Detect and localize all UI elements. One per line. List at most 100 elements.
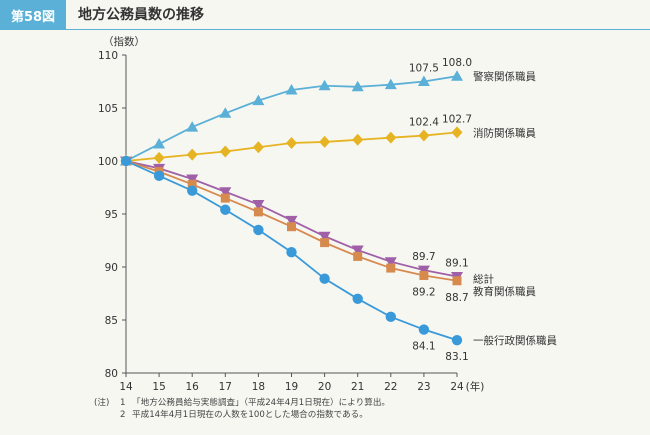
data-label: 83.1: [445, 351, 468, 363]
data-point: [386, 263, 396, 273]
x-tick-label: 19: [285, 381, 298, 393]
footnote-text: 「地方公務員給与実態調査」（平成24年4月1日現在）により算出。: [132, 398, 391, 408]
footnotes: (注) 1 「地方公務員給与実態調査」（平成24年4月1日現在）により算出。 2…: [94, 397, 390, 421]
data-point: [153, 138, 166, 149]
data-point: [451, 126, 463, 139]
legend-total: 総計: [473, 273, 494, 286]
y-tick-label: 90: [105, 262, 118, 274]
data-point: [219, 187, 232, 198]
data-point: [417, 75, 430, 86]
data-label: 107.5: [409, 63, 439, 75]
data-label: 108.0: [442, 57, 472, 69]
data-point: [384, 257, 397, 268]
data-point: [219, 145, 231, 158]
footnote-1: (注) 1 「地方公務員給与実態調査」（平成24年4月1日現在）により算出。: [94, 397, 390, 409]
y-tick-label: 85: [105, 315, 118, 327]
header-rule: [66, 29, 650, 30]
x-tick-label: 21: [351, 381, 364, 393]
y-tick-label: 105: [98, 103, 118, 115]
data-point: [319, 273, 330, 284]
data-point: [120, 155, 132, 167]
data-point: [252, 199, 265, 211]
data-label: 102.4: [409, 117, 439, 129]
data-point: [451, 70, 463, 81]
legend-police: 警察関係職員: [473, 70, 536, 83]
data-point: [253, 224, 264, 236]
data-point: [320, 238, 330, 248]
chart-title: 地方公務員数の推移: [78, 7, 204, 23]
y-tick-label: 95: [105, 209, 118, 221]
x-tick-label: 16: [186, 381, 200, 393]
data-point: [286, 136, 297, 149]
data-point: [186, 174, 199, 186]
data-point: [186, 121, 199, 132]
x-tick-label: 24: [450, 381, 464, 393]
data-point: [385, 311, 396, 323]
data-point: [352, 133, 364, 146]
data-point: [219, 107, 232, 118]
series-layer: [120, 70, 463, 346]
data-point: [351, 245, 364, 257]
data-point: [419, 270, 429, 280]
axes: 80 85 90 95 100 105 110 （指数） 14 15 16 17 18 19 20 21 22 2…: [98, 35, 484, 393]
data-point: [285, 83, 298, 95]
data-label: 89.2: [412, 286, 435, 298]
data-point: [252, 94, 265, 106]
data-label: 89.7: [412, 251, 435, 263]
y-tick-label: 80: [105, 368, 118, 380]
footnote-prefix: (注): [94, 398, 110, 408]
data-point: [253, 207, 263, 217]
data-label: 84.1: [412, 341, 435, 353]
x-tick-label: 20: [318, 381, 331, 393]
data-point: [187, 179, 197, 189]
footnote-number: 2: [120, 410, 126, 420]
y-tick-label: 100: [98, 156, 118, 168]
x-tick-label: 18: [252, 381, 265, 393]
data-point: [286, 246, 297, 258]
data-point: [318, 79, 331, 91]
data-point: [352, 293, 363, 304]
series-general: [120, 155, 463, 346]
data-point: [319, 135, 331, 148]
data-point: [285, 215, 298, 227]
data-point: [385, 131, 397, 144]
footnote-2: 2 平成14年4月1日現在の人数を100とした場合の指数である。: [94, 409, 390, 421]
x-tick-label: 23: [417, 381, 430, 393]
series-fire: [120, 126, 463, 167]
footnote-text: 平成14年4月1日現在の人数を100とした場合の指数である。: [132, 410, 368, 420]
data-point: [252, 141, 264, 154]
legend-education: 教育関係職員: [473, 285, 536, 298]
data-label: 88.7: [445, 292, 468, 304]
y-axis-label: （指数）: [103, 35, 145, 48]
data-point: [153, 151, 165, 164]
data-point: [220, 204, 231, 215]
data-label: 102.7: [442, 113, 472, 125]
data-point: [351, 80, 364, 92]
data-point: [451, 334, 463, 346]
x-tick-label: 14: [119, 381, 133, 393]
data-point: [418, 324, 430, 335]
data-point: [153, 170, 165, 182]
data-point: [384, 78, 397, 90]
data-point: [452, 276, 462, 286]
data-point: [418, 129, 430, 142]
data-point: [353, 251, 363, 261]
data-point: [187, 185, 198, 196]
x-tick-label: 22: [384, 381, 397, 393]
footnote-number: 1: [120, 398, 126, 408]
y-tick-label: 110: [98, 50, 118, 62]
data-point: [318, 231, 331, 243]
x-tick-label: 17: [219, 381, 232, 393]
figure-label: 第58図: [0, 0, 66, 30]
data-point: [220, 193, 230, 203]
legend-general: 一般行政関係職員: [473, 334, 557, 347]
data-label: 89.1: [445, 258, 468, 270]
data-point: [186, 148, 198, 161]
x-axis-unit: (年): [466, 380, 485, 393]
legend-fire: 消防関係職員: [473, 126, 536, 139]
data-point: [287, 222, 296, 232]
x-tick-label: 15: [152, 381, 165, 393]
data-point: [417, 265, 430, 277]
